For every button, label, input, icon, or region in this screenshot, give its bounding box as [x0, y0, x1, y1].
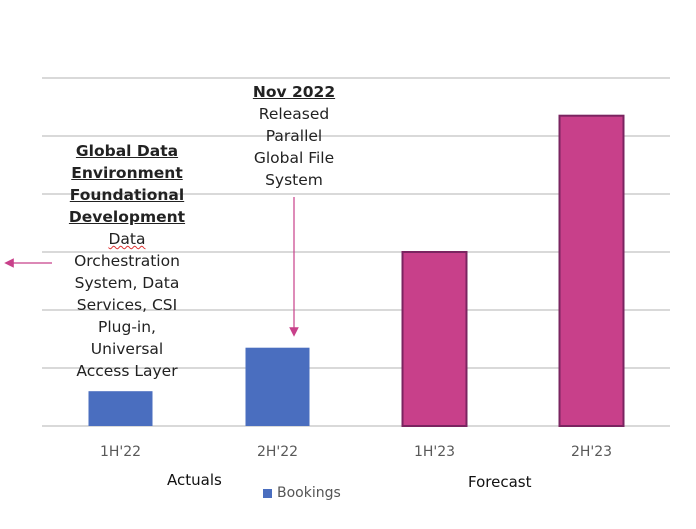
- x-tick-label: 1H'23: [414, 444, 455, 460]
- legend-label-bookings: Bookings: [277, 485, 341, 501]
- group-label-actuals: Actuals: [167, 471, 222, 489]
- annotation-body-line: Released: [258, 105, 330, 123]
- bar-2H22: [245, 347, 310, 426]
- legend: Bookings: [263, 485, 341, 501]
- annotation-body-line: System, Data: [74, 274, 180, 292]
- annotation-heading-line: Global Data: [75, 142, 179, 160]
- annotation-heading-line: Development: [68, 208, 186, 226]
- annotation-nov-2022: Nov 2022 Released Parallel Global File Syste…: [224, 81, 364, 191]
- annotation-heading-line: Foundational: [69, 186, 185, 204]
- annotation-heading-line: Environment: [71, 164, 183, 182]
- annotation-body-line: Universal: [90, 340, 164, 358]
- bar-1H22: [88, 391, 153, 426]
- annotation-body-line: Data: [108, 230, 146, 248]
- bar-2H23: [558, 114, 625, 427]
- annotation-body-line: Plug-in,: [98, 318, 156, 336]
- annotation-body-line: System: [265, 171, 323, 189]
- annotation-global-data-environment: Global Data Environment Foundational Develo…: [52, 140, 202, 382]
- x-tick-label: 1H'22: [100, 444, 141, 460]
- annotation-body-line: Access Layer: [76, 362, 178, 380]
- bar-1H23: [401, 251, 468, 427]
- annotation-body-line: Orchestration: [74, 252, 180, 270]
- group-label-forecast: Forecast: [468, 473, 532, 491]
- x-tick-label: 2H'23: [571, 444, 612, 460]
- x-tick-label: 2H'22: [257, 444, 298, 460]
- annotation-body-line: Global File: [253, 149, 335, 167]
- legend-swatch-bookings: [263, 488, 272, 498]
- annotation-body-line: Services, CSI: [76, 296, 178, 314]
- annotation-body-line: Parallel: [265, 127, 323, 145]
- annotation-heading-line: Nov 2022: [252, 83, 336, 101]
